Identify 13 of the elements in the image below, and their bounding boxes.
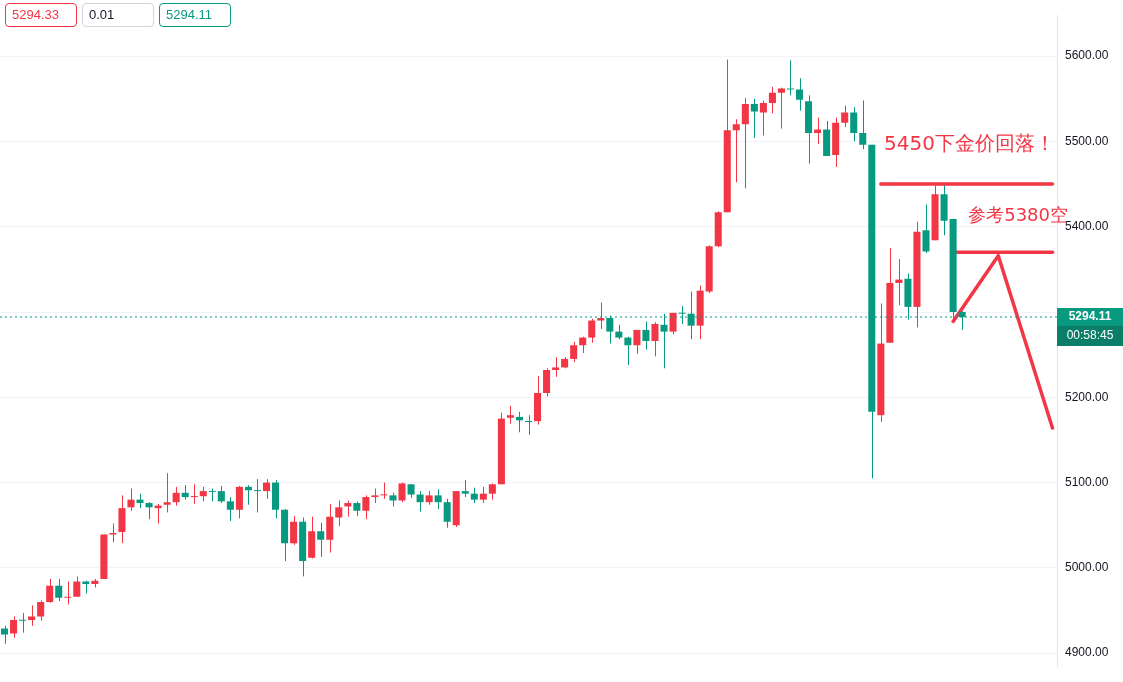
y-tick-label: 5200.00: [1065, 389, 1109, 404]
y-tick-label: 5600.00: [1065, 48, 1109, 63]
ref-line-label: 5294.11: [1068, 309, 1112, 324]
y-tick-label: 5400.00: [1065, 219, 1109, 234]
y-tick-label: 5100.00: [1065, 474, 1109, 489]
text-field: 0.01: [82, 3, 154, 27]
y-tick-label: 5500.00: [1065, 133, 1109, 148]
text-field: 5294.33: [5, 3, 77, 27]
text: 00:58:45: [1066, 328, 1114, 343]
y-tick-label: 4900.00: [1065, 645, 1109, 660]
y-tick-label: 5000.00: [1065, 560, 1109, 575]
text-field: 5294.11: [159, 3, 231, 27]
annotation: 5450下金价回落！: [884, 131, 1055, 156]
